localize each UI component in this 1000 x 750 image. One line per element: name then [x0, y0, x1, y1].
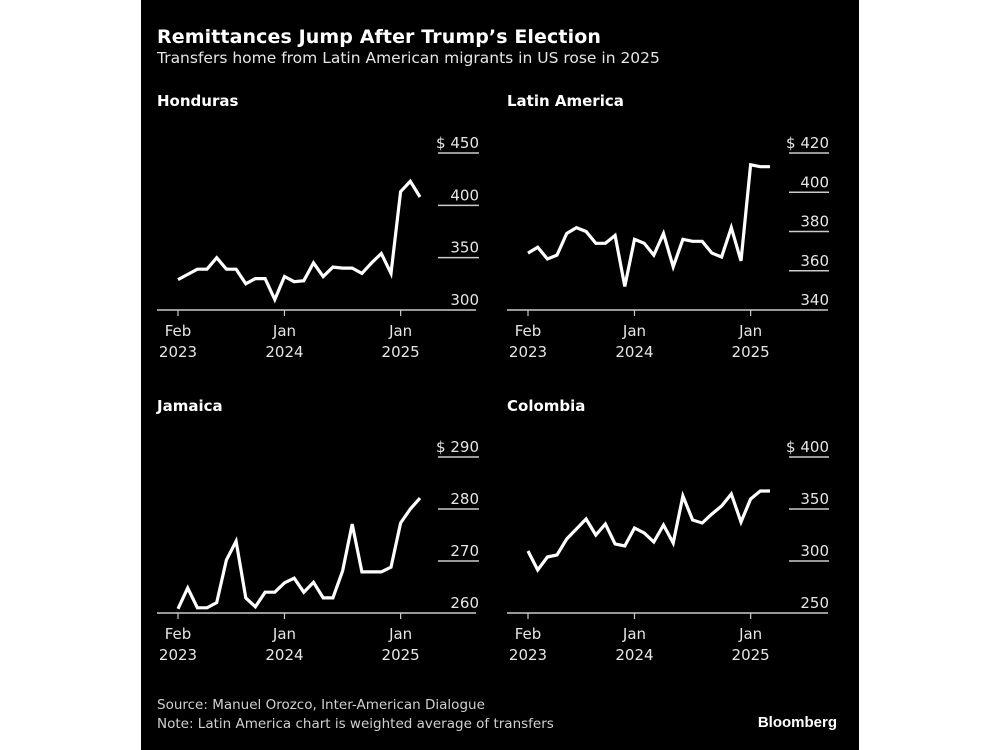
series-line [177, 178, 422, 304]
source-note: Source: Manuel Orozco, Inter-American Di… [157, 697, 485, 713]
y-tick-label: 400 [450, 186, 479, 204]
x-tick-label: Jan [622, 322, 646, 340]
x-tick-label: 2025 [732, 343, 770, 361]
panel-title: Jamaica [156, 397, 223, 415]
x-tick-label: 2023 [509, 343, 547, 361]
x-tick-label: 2025 [382, 343, 420, 361]
panel-title: Honduras [157, 92, 238, 110]
methodology-note: Note: Latin America chart is weighted av… [157, 716, 554, 732]
x-tick-label: 2024 [265, 646, 303, 664]
chart-title: Remittances Jump After Trump’s Election [157, 26, 601, 48]
chart-colombia: Colombia 250 300 350 $ 400 Feb 2023 Jan 2024 Jan 2… [507, 397, 829, 664]
y-tick-label: 360 [800, 252, 829, 270]
x-tick-label: Jan [738, 625, 762, 643]
panel-title: Latin America [507, 92, 624, 110]
series-line [527, 162, 770, 287]
x-tick-label: Feb [165, 322, 192, 340]
x-tick-label: Feb [165, 625, 192, 643]
bloomberg-logo: Bloomberg [757, 714, 837, 731]
y-tick-label: 400 [800, 173, 829, 191]
x-tick-label: 2024 [615, 646, 653, 664]
series-line [526, 489, 770, 574]
x-tick-label: 2023 [159, 343, 197, 361]
x-tick-label: 2025 [382, 646, 420, 664]
y-tick-label: 250 [800, 594, 829, 612]
x-tick-label: Jan [388, 322, 412, 340]
y-tick-label: 300 [450, 291, 479, 309]
y-tick-label: 280 [450, 490, 479, 508]
x-tick-label: Jan [272, 322, 296, 340]
x-tick-label: Jan [622, 625, 646, 643]
series-line [176, 497, 422, 610]
x-tick-label: Jan [388, 625, 412, 643]
y-tick-label: 260 [450, 594, 479, 612]
chart-subtitle: Transfers home from Latin American migra… [157, 49, 660, 67]
y-tick-label: $ 450 [436, 134, 479, 152]
y-tick-label: $ 290 [436, 438, 479, 456]
x-tick-label: Jan [272, 625, 296, 643]
y-tick-label: 340 [800, 291, 829, 309]
x-tick-label: Feb [515, 322, 542, 340]
chart-panel: Remittances Jump After Trump’s Election … [141, 0, 859, 750]
x-tick-label: 2025 [732, 646, 770, 664]
y-tick-label: $ 420 [786, 134, 829, 152]
y-tick-label: 270 [450, 542, 479, 560]
x-tick-label: Feb [515, 625, 542, 643]
x-tick-label: 2023 [509, 646, 547, 664]
x-tick-label: 2023 [159, 646, 197, 664]
y-tick-label: 350 [800, 490, 829, 508]
small-multiples-charts: Honduras 300 350 400 $ 450 Feb 2023 Jan 2024 Jan 2… [156, 92, 829, 664]
chart-jamaica: Jamaica 260 270 280 $ 290 Feb 2023 Jan 2024 Jan 20… [156, 397, 479, 664]
x-tick-label: Jan [738, 322, 762, 340]
chart-latin-america: Latin America 340 360 380 400 $ 420 Feb 2023 Jan… [507, 92, 829, 361]
y-tick-label: 300 [800, 542, 829, 560]
panel-title: Colombia [507, 397, 585, 415]
x-tick-label: 2024 [265, 343, 303, 361]
x-tick-label: 2024 [615, 343, 653, 361]
y-tick-label: 350 [450, 239, 479, 257]
chart-honduras: Honduras 300 350 400 $ 450 Feb 2023 Jan 2024 Jan 2… [157, 92, 479, 361]
y-tick-label: $ 400 [786, 438, 829, 456]
y-tick-label: 380 [800, 213, 829, 231]
